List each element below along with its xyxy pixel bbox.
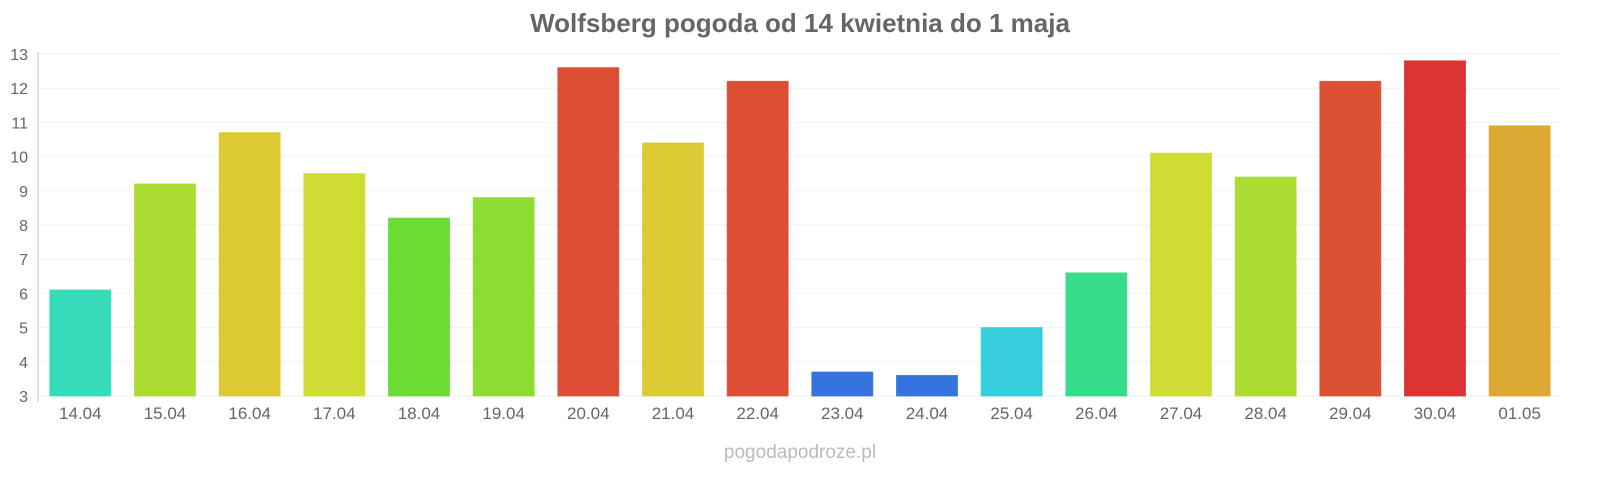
x-tick-label: 14.04 <box>59 404 102 423</box>
bar-20.04 <box>557 67 620 397</box>
x-tick-label: 23.04 <box>821 404 864 423</box>
y-tick-label: 13 <box>10 47 28 64</box>
y-tick-label: 11 <box>11 115 28 132</box>
watermark: pogodapodroze.pl <box>724 442 876 463</box>
x-tick-label: 21.04 <box>652 404 695 423</box>
bar-25.04 <box>980 327 1043 397</box>
x-tick-label: 27.04 <box>1160 404 1203 423</box>
x-tick-label: 24.04 <box>906 404 949 423</box>
bar-14.04 <box>49 289 112 397</box>
bar-29.04 <box>1319 80 1382 397</box>
y-tick-label: 3 <box>19 389 28 406</box>
y-tick-label: 5 <box>19 321 28 338</box>
y-tick-label: 10 <box>10 150 28 167</box>
bar-22.04 <box>726 80 789 397</box>
x-tick-label: 30.04 <box>1414 404 1457 423</box>
bar-23.04 <box>811 371 874 397</box>
x-tick-label: 29.04 <box>1329 404 1372 423</box>
bar-24.04 <box>896 374 958 397</box>
x-tick-label: 20.04 <box>567 404 610 423</box>
bar-30.04 <box>1404 60 1466 397</box>
bar-26.04 <box>1065 272 1128 397</box>
x-tick-label: 18.04 <box>398 404 441 423</box>
bar-18.04 <box>388 217 450 397</box>
x-tick-label: 15.04 <box>144 404 187 423</box>
bar-16.04 <box>218 132 281 397</box>
y-tick-label: 6 <box>19 286 28 303</box>
x-tick-label: 26.04 <box>1075 404 1118 423</box>
bar-28.04 <box>1234 176 1297 397</box>
y-tick-label: 7 <box>19 252 28 269</box>
x-tick-label: 16.04 <box>228 404 271 423</box>
y-tick-label: 8 <box>19 218 28 235</box>
y-tick-label: 12 <box>10 81 28 98</box>
bar-19.04 <box>472 197 535 397</box>
bar-15.04 <box>134 183 196 397</box>
bar-17.04 <box>303 173 366 397</box>
chart-title: Wolfsberg pogoda od 14 kwietnia do 1 maj… <box>530 8 1070 38</box>
x-tick-label: 19.04 <box>482 404 525 423</box>
x-tick-label: 25.04 <box>990 404 1033 423</box>
x-tick-label: 01.05 <box>1498 404 1541 423</box>
bar-27.04 <box>1150 152 1212 397</box>
bar-01.05 <box>1488 125 1551 397</box>
bar-21.04 <box>642 142 704 397</box>
y-tick-label: 4 <box>19 355 28 372</box>
x-tick-label: 22.04 <box>736 404 779 423</box>
x-tick-label: 17.04 <box>313 404 356 423</box>
x-tick-label: 28.04 <box>1244 404 1287 423</box>
y-tick-label: 9 <box>19 184 28 201</box>
